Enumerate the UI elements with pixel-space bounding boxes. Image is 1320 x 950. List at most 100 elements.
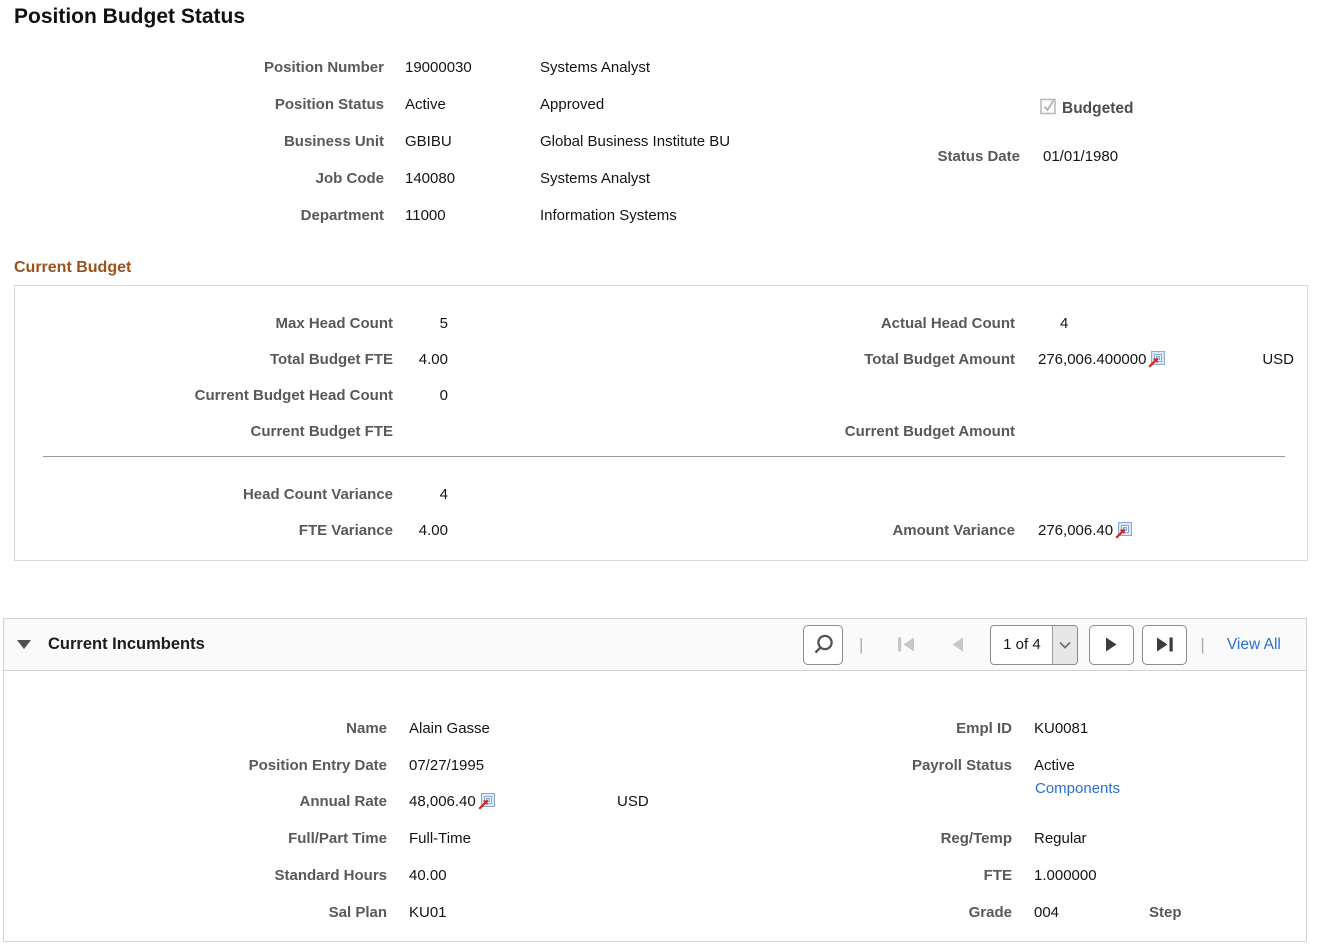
actual-head-count-value: 4 [1060, 314, 1069, 332]
current-incumbents-body: Name Alain Gasse Empl ID KU0081 Position… [3, 671, 1307, 942]
current-budget-groupbox: Max Head Count 5 Actual Head Count 4 Tot… [14, 285, 1308, 561]
page-indicator-select[interactable]: 1 of 4 [990, 624, 1079, 665]
position-entry-date-value: 07/27/1995 [409, 756, 485, 774]
currency-drilldown-icon[interactable] [1147, 350, 1166, 368]
search-button[interactable] [803, 624, 843, 665]
budget-fte-row: Total Budget FTE 4.00 Total Budget Amoun… [15, 341, 1307, 377]
components-link[interactable]: Components [1035, 780, 1121, 797]
max-head-count-value: 5 [439, 314, 448, 332]
fte-variance-value: 4.00 [418, 521, 448, 539]
business-unit-desc: Global Business Institute BU [540, 133, 731, 150]
department-label: Department [300, 207, 384, 224]
separator: | [859, 634, 864, 654]
currency-drilldown-icon[interactable] [1114, 521, 1133, 539]
current-budget-head-count-label: Current Budget Head Count [194, 386, 393, 404]
reg-temp-value: Regular [1034, 830, 1087, 848]
head-count-variance-label: Head Count Variance [242, 485, 393, 503]
first-page-button[interactable] [897, 637, 915, 652]
name-value: Alain Gasse [409, 719, 490, 737]
actual-head-count-label: Actual Head Count [880, 314, 1015, 332]
fte-variance-row: FTE Variance 4.00 Amount Variance 276,00… [15, 512, 1307, 548]
full-part-time-row: Full/Part Time Full-Time Reg/Temp Regula… [4, 820, 1306, 857]
budgeted-field: Budgeted [1040, 98, 1133, 119]
status-date-value: 01/01/1980 [1043, 148, 1119, 165]
position-summary-section: Position Number 19000030 Systems Analyst… [0, 49, 1320, 234]
position-number-value: 19000030 [405, 59, 472, 76]
last-page-icon [1156, 637, 1173, 652]
empl-id-value: KU0081 [1034, 719, 1089, 737]
position-number-row: Position Number 19000030 Systems Analyst [0, 49, 1320, 86]
reg-temp-label: Reg/Temp [940, 830, 1012, 848]
first-page-icon [898, 637, 915, 652]
total-budget-amount-label: Total Budget Amount [864, 350, 1015, 368]
position-number-label: Position Number [263, 59, 384, 76]
standard-hours-row: Standard Hours 40.00 FTE 1.000000 [4, 857, 1306, 894]
current-incumbents-header: Current Incumbents | [3, 618, 1307, 671]
annual-rate-label: Annual Rate [299, 793, 387, 811]
current-budget-head-count-value: 0 [439, 386, 448, 404]
position-title-value: Systems Analyst [540, 59, 651, 76]
current-budget-fte-label: Current Budget FTE [250, 422, 394, 440]
currency-drilldown-icon[interactable] [477, 793, 495, 811]
collapse-triangle-icon[interactable] [17, 640, 31, 649]
name-row: Name Alain Gasse Empl ID KU0081 [4, 710, 1306, 747]
budget-divider [43, 456, 1285, 457]
job-code-row: Job Code 140080 Systems Analyst [0, 160, 1320, 197]
next-page-icon [1106, 637, 1117, 652]
position-status-label: Position Status [274, 96, 384, 113]
empl-id-label: Empl ID [956, 719, 1012, 737]
current-budget-head-count-row: Current Budget Head Count 0 [15, 377, 1307, 413]
search-icon [814, 634, 833, 654]
previous-page-button[interactable] [951, 637, 964, 652]
total-budget-fte-value: 4.00 [418, 350, 448, 368]
full-part-time-value: Full-Time [409, 830, 471, 848]
status-date-label: Status Date [937, 148, 1020, 165]
current-budget-fte-row: Current Budget FTE Current Budget Amount [15, 413, 1307, 449]
max-head-count-label: Max Head Count [275, 314, 393, 332]
fte-value: 1.000000 [1034, 867, 1097, 885]
status-date-field: Status Date 01/01/1980 [860, 138, 1118, 175]
budgeted-checkbox [1040, 98, 1057, 119]
view-all-link[interactable]: View All [1226, 635, 1281, 653]
grade-label: Grade [968, 903, 1012, 921]
job-code-label: Job Code [315, 170, 384, 187]
previous-page-icon [952, 637, 964, 652]
head-count-variance-row: Head Count Variance 4 [15, 476, 1307, 512]
business-unit-row: Business Unit GBIBU Global Business Inst… [0, 123, 1320, 160]
chevron-down-icon [1052, 625, 1078, 664]
total-budget-fte-label: Total Budget FTE [269, 350, 393, 368]
position-status-value: Active [405, 96, 446, 113]
job-code-value: 140080 [405, 170, 456, 187]
full-part-time-label: Full/Part Time [288, 830, 387, 848]
business-unit-value: GBIBU [405, 133, 452, 150]
position-status-row: Position Status Active Approved [0, 86, 1320, 123]
entry-date-row: Position Entry Date 07/27/1995 Payroll S… [4, 747, 1306, 784]
current-budget-heading: Current Budget [14, 259, 132, 276]
annual-rate-value: 48,006.40 [409, 793, 476, 811]
department-value: 11000 [405, 207, 446, 224]
job-code-desc: Systems Analyst [540, 170, 651, 187]
next-page-button[interactable] [1089, 624, 1135, 665]
name-label: Name [346, 719, 387, 737]
total-budget-amount-value: 276,006.400000 [1038, 350, 1147, 368]
business-unit-label: Business Unit [283, 133, 384, 150]
current-budget-amount-label: Current Budget Amount [844, 422, 1015, 440]
approval-status-value: Approved [540, 96, 605, 113]
position-entry-date-label: Position Entry Date [248, 756, 387, 774]
department-row: Department 11000 Information Systems [0, 197, 1320, 234]
sal-plan-label: Sal Plan [328, 903, 387, 921]
last-page-button[interactable] [1142, 624, 1188, 665]
department-desc: Information Systems [540, 207, 677, 224]
sal-plan-value: KU01 [409, 903, 447, 921]
amount-variance-value: 276,006.40 [1038, 521, 1114, 539]
payroll-status-label: Payroll Status [911, 756, 1012, 774]
standard-hours-label: Standard Hours [274, 867, 387, 885]
annual-rate-currency: USD [617, 793, 649, 811]
annual-rate-row: Annual Rate 48,006.40 USD [4, 784, 1306, 821]
fte-variance-label: FTE Variance [298, 521, 393, 539]
sal-plan-row: Sal Plan KU01 Grade 004 Step [4, 894, 1306, 931]
current-incumbents-title: Current Incumbents [48, 635, 205, 653]
step-label: Step [1149, 903, 1182, 921]
grade-value: 004 [1034, 903, 1060, 921]
